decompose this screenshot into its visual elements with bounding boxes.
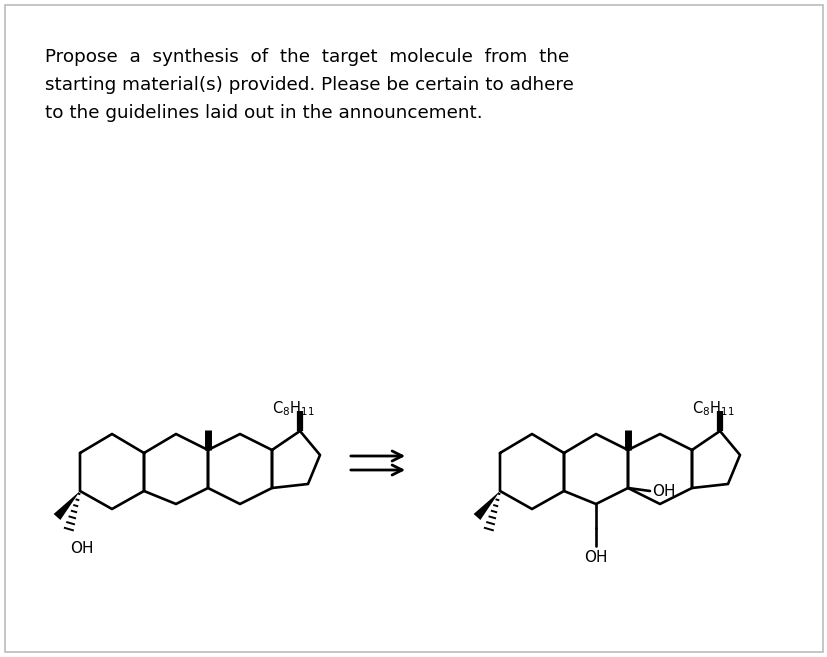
Text: C$_8$H$_{11}$: C$_8$H$_{11}$ [272,399,314,418]
Text: starting material(s) provided. Please be certain to adhere: starting material(s) provided. Please be… [45,76,573,94]
Text: Propose  a  synthesis  of  the  target  molecule  from  the: Propose a synthesis of the target molecu… [45,48,569,66]
Text: OH: OH [70,541,93,556]
Text: OH: OH [651,484,675,499]
Polygon shape [473,491,500,520]
Text: OH: OH [584,550,607,565]
Text: to the guidelines laid out in the announcement.: to the guidelines laid out in the announ… [45,104,482,122]
Text: C$_8$H$_{11}$: C$_8$H$_{11}$ [691,399,734,418]
Polygon shape [54,491,80,520]
